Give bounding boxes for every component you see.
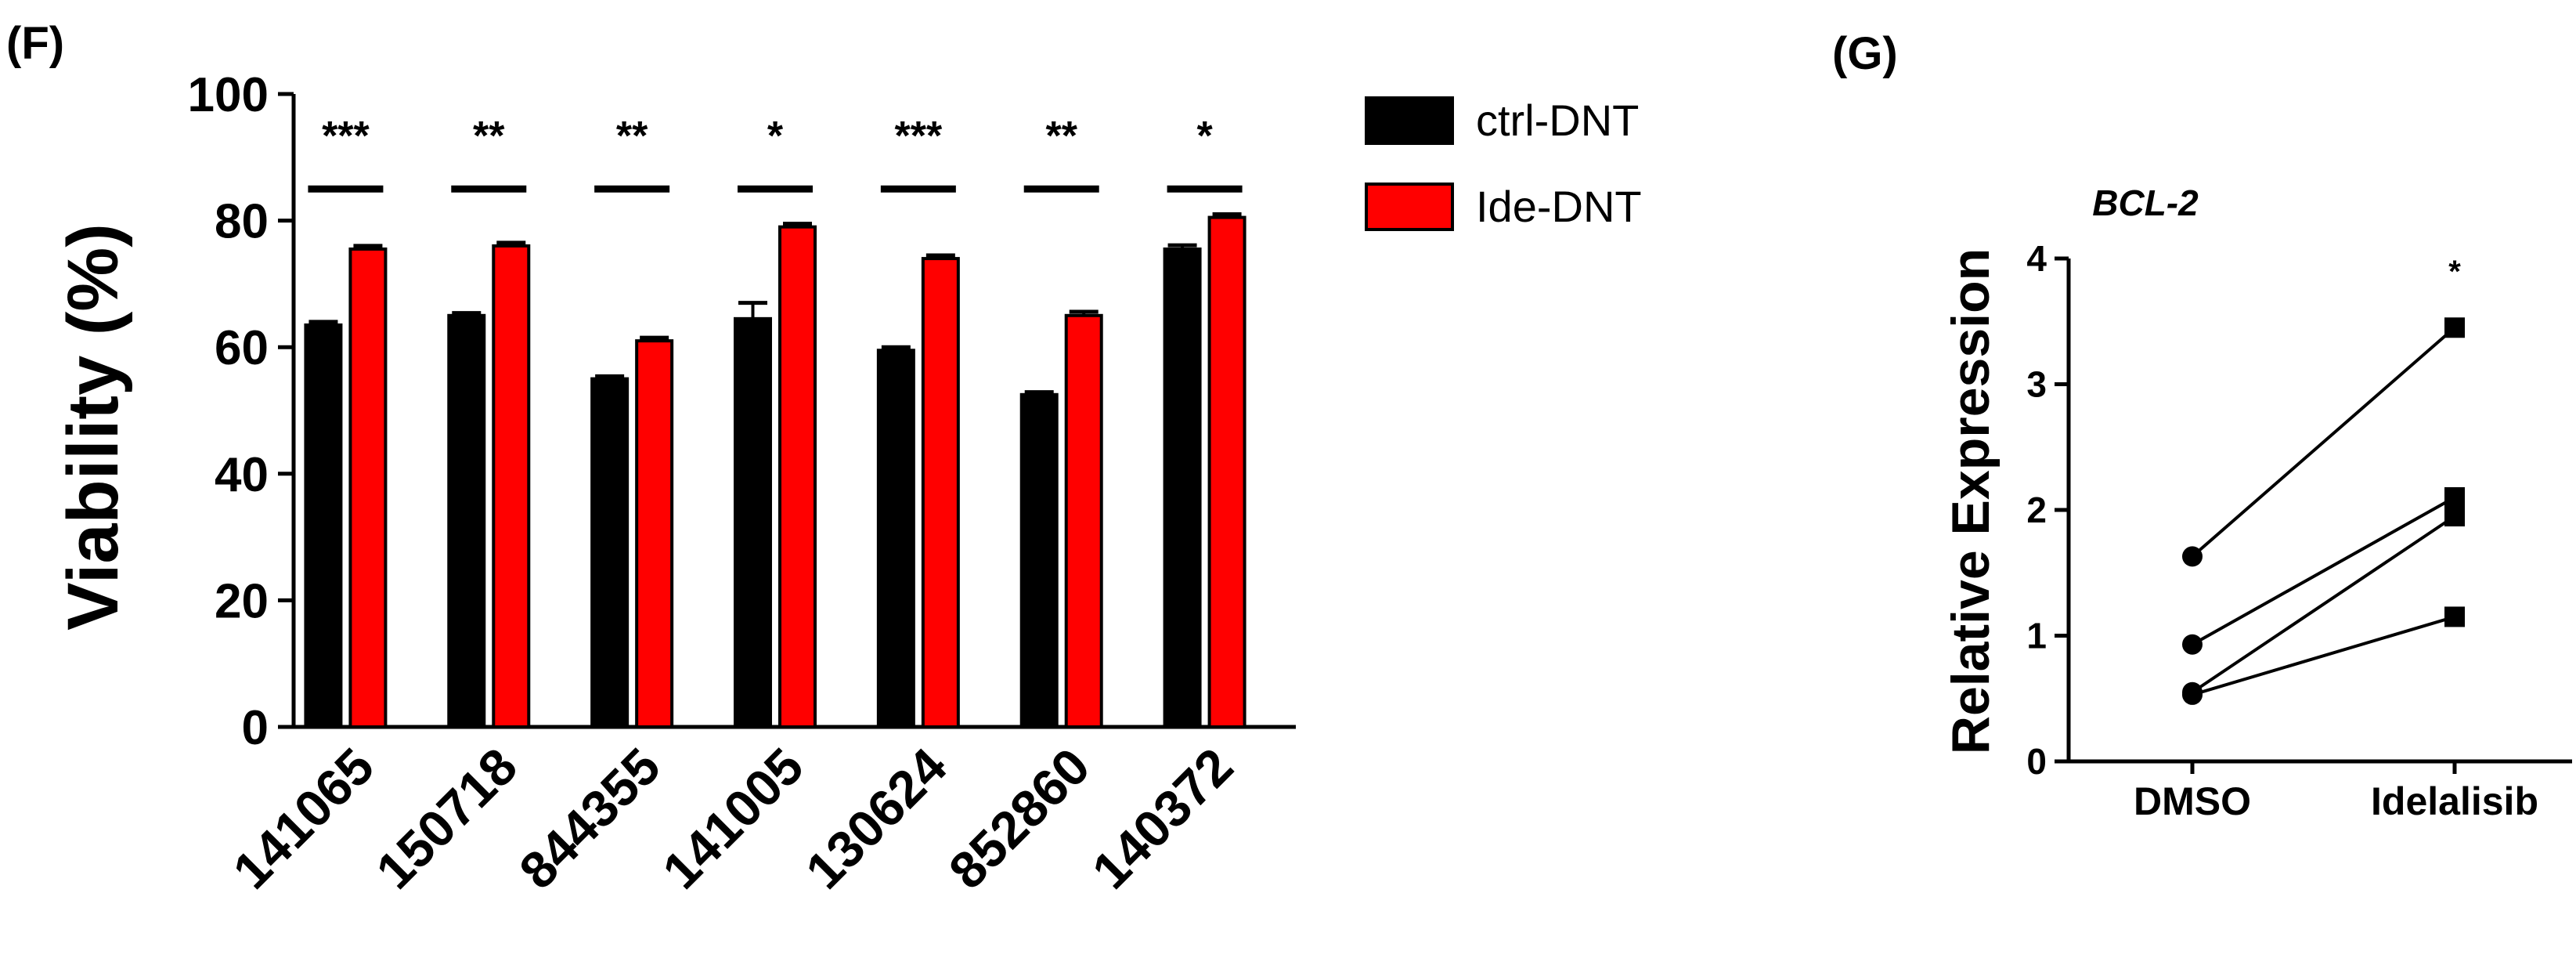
y-tick-label-f: 60	[215, 321, 269, 375]
significance-stars: **	[473, 114, 505, 159]
point-idelalisib	[2444, 317, 2465, 338]
point-idelalisib	[2444, 486, 2465, 508]
point-dmso	[2182, 684, 2203, 705]
line-chart-g: BCL-2 * 0 1 2 3 4 DMSO Idelalisib Relative Ex…	[1941, 183, 2572, 823]
bar-ide-dnt	[492, 244, 531, 729]
point-idelalisib	[2444, 606, 2465, 627]
pair-line	[2192, 496, 2455, 646]
panel-label-g: (G)	[1832, 28, 1898, 79]
x-tick-label-f: 141005	[651, 737, 814, 900]
y-tick-label-g: 3	[2026, 364, 2047, 405]
bar-ctrl-dnt	[447, 313, 486, 728]
significance-g: *	[2448, 255, 2461, 289]
y-axis-label-g: Relative Expression	[1941, 248, 2001, 754]
bars-f	[304, 212, 1247, 729]
significance-stars: ***	[894, 114, 942, 159]
bar-ctrl-dnt	[1163, 247, 1202, 728]
significance-stars: *	[767, 114, 784, 159]
x-tick-label-g: DMSO	[2134, 779, 2251, 823]
y-tick-label-g: 4	[2026, 238, 2047, 279]
point-dmso	[2182, 634, 2203, 655]
pair-line	[2191, 515, 2456, 694]
panel-label-f: (F)	[6, 18, 64, 69]
y-tick-label-f: 40	[215, 448, 269, 502]
bar-ide-dnt	[1064, 313, 1103, 728]
bar-ctrl-dnt	[590, 377, 630, 728]
legend-swatch	[1365, 96, 1454, 145]
x-tick-labels-f: 1410651507188443551410051306248528601403…	[222, 736, 1243, 899]
y-tick-label-f: 20	[215, 574, 269, 628]
bar-ctrl-dnt	[304, 323, 343, 729]
x-tick-label-f: 852860	[938, 737, 1101, 900]
x-tick-label-f: 140372	[1081, 737, 1243, 900]
bar-ide-dnt	[635, 339, 674, 728]
point-idelalisib	[2444, 506, 2465, 527]
y-axis-label-f: Viability (%)	[53, 223, 133, 631]
bar-ctrl-dnt	[734, 316, 772, 728]
chart-title-g: BCL-2	[2092, 183, 2199, 223]
significance-stars: **	[616, 114, 648, 159]
bar-ctrl-dnt	[1019, 392, 1059, 728]
bar-ide-dnt	[778, 225, 817, 728]
x-tick-label-f: 150718	[365, 737, 528, 900]
x-tick-label-f: 844355	[508, 737, 671, 900]
bar-ide-dnt	[348, 247, 388, 728]
bar-ctrl-dnt	[876, 349, 915, 728]
x-tick-labels-g: DMSO Idelalisib	[2134, 779, 2538, 823]
bar-ide-dnt	[921, 257, 960, 728]
significance-stars: *	[1196, 114, 1213, 159]
y-axis-g: 0 1 2 3 4	[2026, 238, 2572, 782]
legend-f: ctrl-DNT Ide-DNT	[1365, 96, 1642, 231]
x-tick-label-g: Idelalisib	[2371, 779, 2538, 823]
x-tick-label-f: 130624	[795, 736, 958, 899]
legend-label: ctrl-DNT	[1476, 96, 1639, 145]
y-tick-label-f: 80	[215, 195, 269, 249]
y-tick-label-g: 2	[2026, 490, 2047, 530]
pair-line	[2192, 615, 2455, 696]
y-axis-f: 0 20 40 60 80 100	[188, 68, 1296, 755]
legend-swatch	[1365, 183, 1454, 231]
pair-lines-g	[2182, 317, 2465, 705]
pair-line	[2191, 326, 2456, 558]
significance-stars: ***	[322, 114, 370, 159]
significance-stars: **	[1045, 114, 1077, 159]
bar-ide-dnt	[1207, 215, 1247, 728]
point-dmso	[2182, 546, 2203, 567]
y-tick-label-f: 0	[242, 701, 269, 755]
y-tick-label-f: 100	[188, 68, 269, 122]
x-tick-label-f: 141065	[222, 737, 384, 900]
significance-f: *** ** ** * *** ** *	[308, 114, 1243, 193]
y-tick-label-g: 0	[2026, 741, 2047, 782]
y-tick-label-g: 1	[2026, 616, 2047, 656]
legend-label: Ide-DNT	[1476, 182, 1642, 231]
